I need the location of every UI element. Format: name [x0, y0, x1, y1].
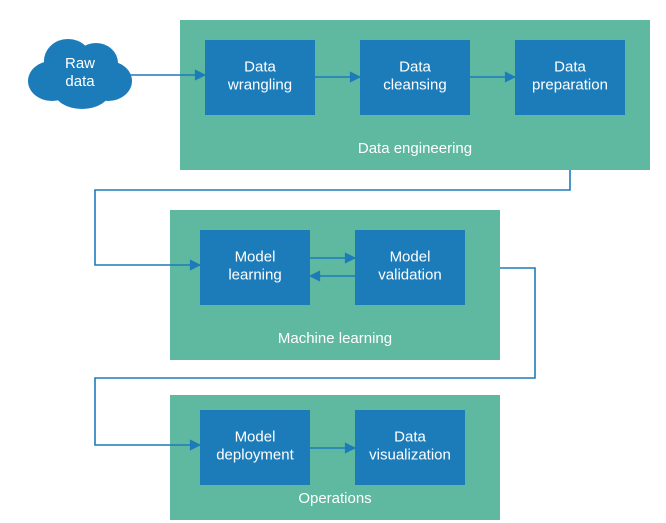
node-wrangling: Datawrangling	[205, 40, 315, 115]
node-deployment: Modeldeployment	[200, 410, 310, 485]
g_ops-label: Operations	[298, 490, 371, 507]
node-learning: Modellearning	[200, 230, 310, 305]
node-preparation: Datapreparation	[515, 40, 625, 115]
raw-data-label: Rawdata	[65, 55, 95, 90]
node-validation: Modelvalidation	[355, 230, 465, 305]
node-visualization: Datavisualization	[355, 410, 465, 485]
node-cleansing: Datacleansing	[360, 40, 470, 115]
raw-data-cloud: Rawdata	[28, 39, 132, 109]
g_ml-label: Machine learning	[278, 330, 392, 347]
node-learning-label: Modellearning	[228, 249, 281, 284]
g_eng-label: Data engineering	[358, 140, 472, 157]
